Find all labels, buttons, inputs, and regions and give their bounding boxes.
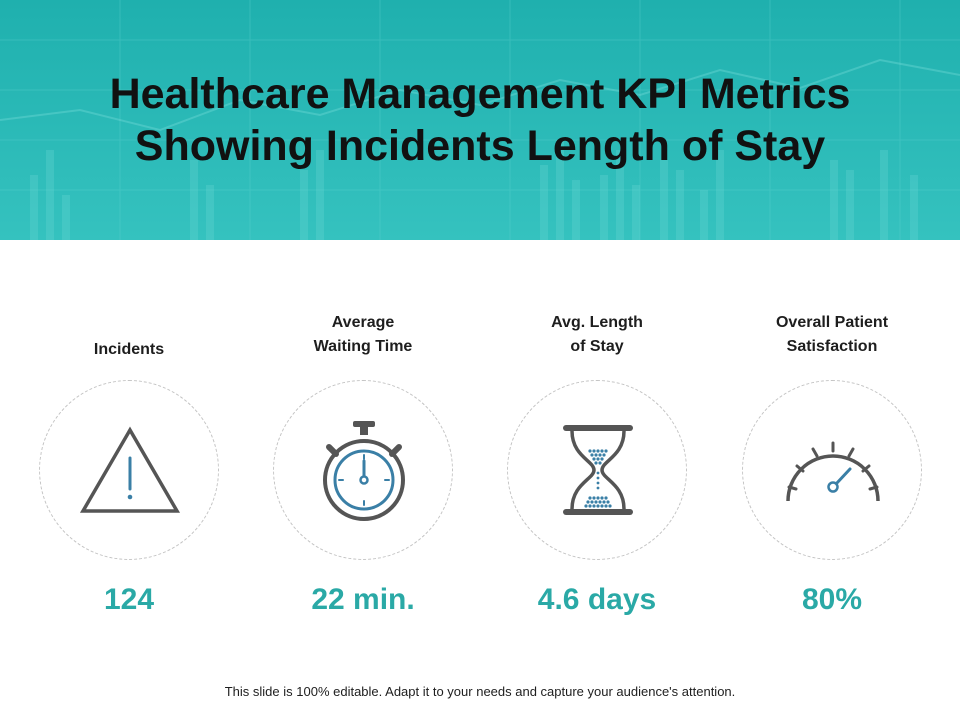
kpi-value: 4.6 days: [537, 583, 657, 616]
header-banner: Healthcare Management KPI Metrics Showin…: [0, 0, 960, 240]
title-line-2: Showing Incidents Length of Stay: [134, 122, 826, 170]
footer-note: This slide is 100% editable. Adapt it to…: [224, 684, 736, 699]
kpi-value: 124: [103, 583, 155, 616]
kpi-icon-circle: [507, 380, 687, 560]
gauge-icon: [786, 441, 880, 502]
kpi-icon-circle: [39, 380, 219, 560]
kpi-label: Overall Patient Satisfaction: [775, 314, 889, 355]
banner-chart-background: [0, 0, 960, 240]
kpi-label: Incidents: [93, 341, 165, 358]
kpi-value: 80%: [801, 583, 863, 616]
title-line-1: Healthcare Management KPI Metrics: [109, 70, 851, 118]
kpi-icon-circle: [742, 380, 922, 560]
hourglass-icon: [563, 425, 633, 515]
kpi-value: 22 min.: [311, 583, 415, 616]
kpi-label: Average Waiting Time: [313, 314, 413, 355]
kpi-icon-circle: [273, 380, 453, 560]
kpi-label: Avg. Length of Stay: [551, 314, 643, 355]
stopwatch-icon: [323, 421, 405, 521]
page-title: Healthcare Management KPI Metrics Showin…: [0, 68, 960, 172]
warning-icon: [79, 426, 181, 513]
